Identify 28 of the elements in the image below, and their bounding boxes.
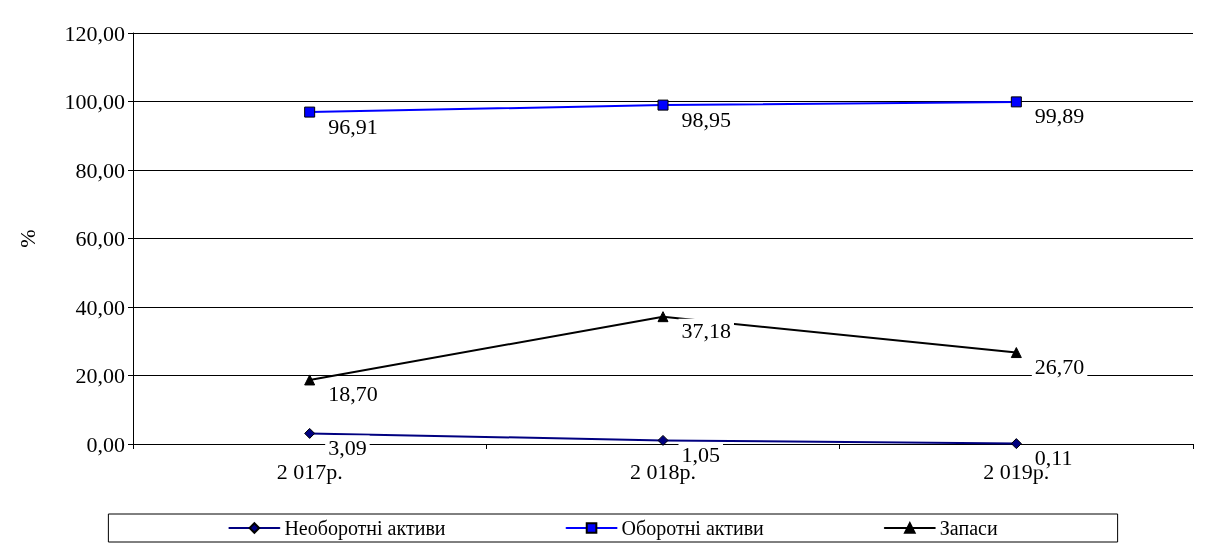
y-tick-label: 120,00 (64, 20, 125, 46)
y-tick-label: 40,00 (75, 294, 125, 320)
y-axis-title: % (14, 229, 40, 248)
point (304, 374, 316, 386)
y-tick-label: 20,00 (75, 363, 125, 388)
point (657, 99, 669, 111)
point (1010, 438, 1022, 450)
y-tick-label: 60,00 (75, 226, 125, 251)
data-label: 18,70 (328, 381, 378, 407)
data-label: 96,91 (328, 113, 378, 139)
data-label: 37,18 (681, 318, 731, 344)
point (1010, 347, 1022, 359)
legend-label: Запаси (939, 517, 998, 539)
data-label: 98,95 (681, 106, 731, 132)
point (304, 427, 316, 439)
point (657, 434, 669, 446)
data-label: 26,70 (1034, 354, 1085, 380)
y-tick-label: 100,00 (64, 89, 125, 114)
y-tick-label: 80,00 (75, 157, 125, 183)
point (304, 106, 316, 118)
legend-label: Оборотні активи (621, 517, 765, 540)
data-label: 3,09 (328, 434, 367, 460)
legend-label: Необоротні активи (284, 517, 446, 540)
data-label: 99,89 (1034, 103, 1085, 129)
y-tick-label: 0,00 (86, 431, 125, 457)
point (657, 311, 669, 323)
point (1010, 96, 1022, 108)
x-tick-label: 2 017р. (276, 458, 343, 484)
